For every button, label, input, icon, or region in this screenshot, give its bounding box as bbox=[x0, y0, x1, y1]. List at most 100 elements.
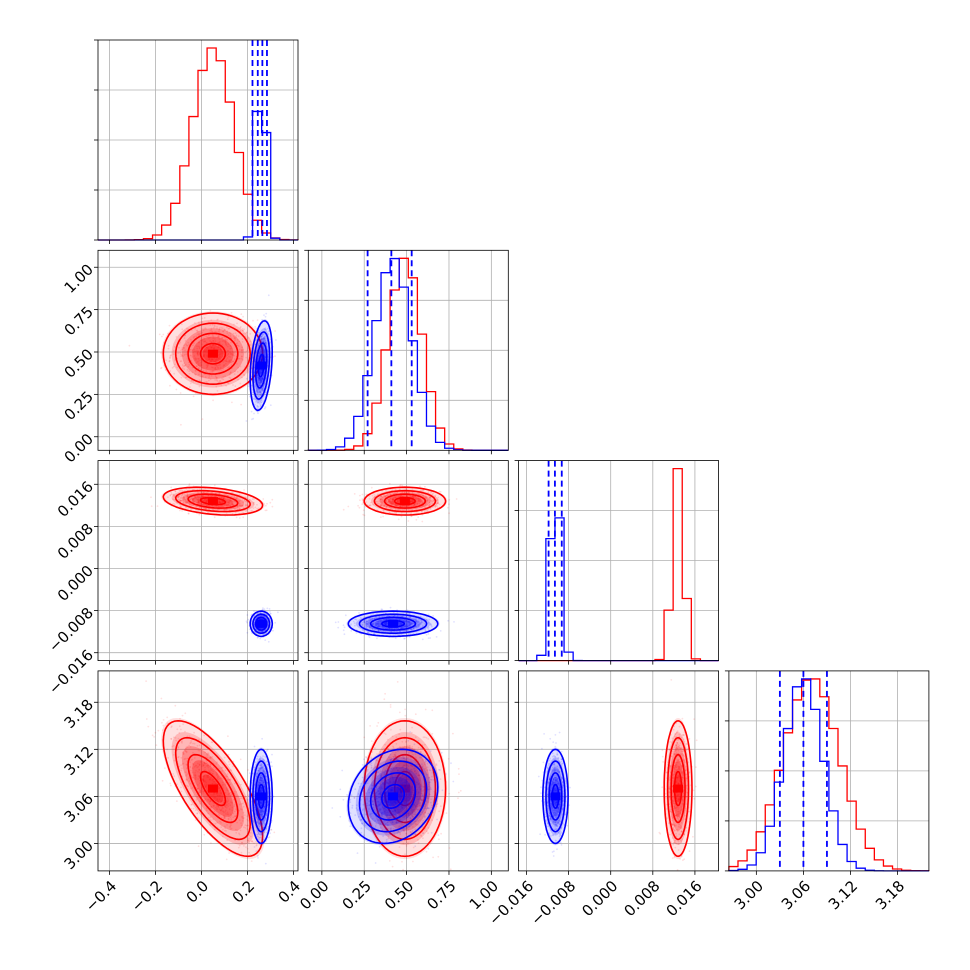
density-peak-red bbox=[673, 784, 684, 793]
contour-red bbox=[383, 493, 426, 509]
scatter-panel bbox=[128, 294, 277, 426]
contour-blue bbox=[358, 613, 428, 634]
x-tick-label: −0.4 bbox=[82, 877, 120, 915]
contour-blue bbox=[249, 748, 274, 845]
density-peak-blue bbox=[388, 792, 399, 801]
panel-frame bbox=[97, 460, 299, 662]
x-tick-label: 3.18 bbox=[872, 877, 908, 913]
x-tick-label: 0.00 bbox=[296, 877, 332, 913]
contour-red bbox=[162, 719, 264, 858]
contour-red bbox=[162, 486, 264, 516]
panel-frame bbox=[307, 460, 509, 662]
contour-red bbox=[174, 489, 251, 513]
y-tick-label: 0.75 bbox=[61, 303, 97, 339]
histogram-panel bbox=[514, 460, 719, 665]
histogram-red bbox=[728, 678, 930, 872]
x-tick-label: 0.000 bbox=[578, 877, 621, 920]
x-tick-label: −0.008 bbox=[527, 877, 579, 929]
contour-red bbox=[666, 736, 690, 841]
density-peak-red bbox=[399, 784, 410, 793]
density-peak-blue bbox=[388, 619, 399, 628]
contour-blue bbox=[254, 772, 268, 821]
density-peak-red bbox=[399, 497, 410, 506]
histogram-panel: 3.00 3.06 3.12 3.18 bbox=[724, 670, 930, 913]
y-tick-label: 3.00 bbox=[61, 837, 97, 873]
contour-blue bbox=[358, 760, 428, 833]
scatter-cell: 0.000.250.500.751.00 bbox=[61, 249, 299, 466]
contour-red bbox=[673, 770, 683, 807]
contour-red bbox=[174, 736, 252, 841]
y-tick-label: 0.000 bbox=[54, 562, 97, 605]
contour-blue bbox=[249, 610, 274, 638]
density-peak-blue bbox=[256, 792, 267, 801]
y-tick-label: 0.50 bbox=[61, 345, 97, 381]
y-tick-label: 3.12 bbox=[61, 743, 97, 779]
contour-red bbox=[199, 770, 227, 807]
contour-blue bbox=[381, 783, 405, 810]
x-tick-label: 0.0 bbox=[183, 877, 213, 907]
y-tick-label: −0.016 bbox=[45, 646, 97, 698]
contour-red bbox=[373, 489, 437, 513]
contour-red bbox=[363, 719, 447, 858]
scatter-panel bbox=[145, 680, 276, 865]
y-tick-label: −0.008 bbox=[45, 604, 97, 656]
x-tick-label: −0.2 bbox=[128, 877, 166, 915]
contour-red bbox=[187, 332, 239, 375]
panel-frame bbox=[97, 249, 299, 451]
density-peak-blue bbox=[256, 619, 267, 628]
panel-background bbox=[308, 670, 509, 871]
contour-red bbox=[174, 322, 252, 386]
contour-red bbox=[363, 486, 447, 516]
contour-red bbox=[187, 493, 239, 509]
x-tick-label: 0.75 bbox=[423, 877, 459, 913]
y-tick-label: 3.06 bbox=[61, 790, 97, 826]
contour-red bbox=[670, 753, 686, 824]
scatter-cell bbox=[304, 460, 509, 665]
contour-red bbox=[199, 342, 227, 365]
histogram-panel bbox=[94, 39, 299, 244]
x-tick-label: 3.12 bbox=[825, 877, 861, 913]
y-tick-label: 0.008 bbox=[54, 520, 97, 563]
histogram-panel bbox=[304, 249, 509, 455]
scatter-panel bbox=[334, 482, 458, 641]
contour-blue bbox=[254, 616, 268, 631]
contour-red bbox=[373, 736, 437, 841]
density-peak-red bbox=[207, 784, 218, 793]
contour-blue bbox=[347, 610, 439, 638]
x-tick-label: 0.008 bbox=[620, 877, 663, 920]
panel-frame bbox=[97, 670, 299, 872]
x-tick-label: 0.25 bbox=[339, 877, 375, 913]
density-peak-red bbox=[207, 497, 218, 506]
contour-blue bbox=[369, 772, 417, 821]
contour-blue bbox=[249, 320, 273, 412]
scatter-panel bbox=[150, 483, 279, 643]
contour-red bbox=[663, 719, 693, 858]
y-tick-label: 0.016 bbox=[54, 478, 97, 521]
x-tick-label: 0.2 bbox=[229, 877, 259, 907]
scatter-panel bbox=[537, 679, 698, 871]
y-tick-label: 1.00 bbox=[61, 261, 97, 297]
contour-blue bbox=[545, 760, 566, 833]
y-tick-label: 0.00 bbox=[61, 430, 97, 466]
density-peak-blue bbox=[550, 792, 561, 801]
contour-blue bbox=[369, 616, 417, 631]
contour-blue bbox=[541, 748, 569, 845]
density-peak-blue bbox=[256, 361, 267, 370]
contour-red bbox=[383, 753, 426, 824]
x-tick-label: 0.016 bbox=[663, 877, 706, 920]
scatter-panel bbox=[331, 681, 462, 871]
scatter-cell: −0.4 −0.2 0.0 0.2 0.43.003.063.123.18 bbox=[61, 670, 304, 915]
contour-blue bbox=[252, 331, 271, 400]
panel-background bbox=[518, 670, 719, 871]
contour-blue bbox=[347, 748, 439, 845]
contour-blue bbox=[254, 342, 268, 389]
density-peak-red bbox=[207, 349, 218, 358]
contour-red bbox=[187, 753, 239, 824]
panel-background bbox=[98, 250, 298, 451]
x-tick-label: 3.00 bbox=[731, 877, 767, 913]
contour-blue bbox=[252, 613, 271, 634]
